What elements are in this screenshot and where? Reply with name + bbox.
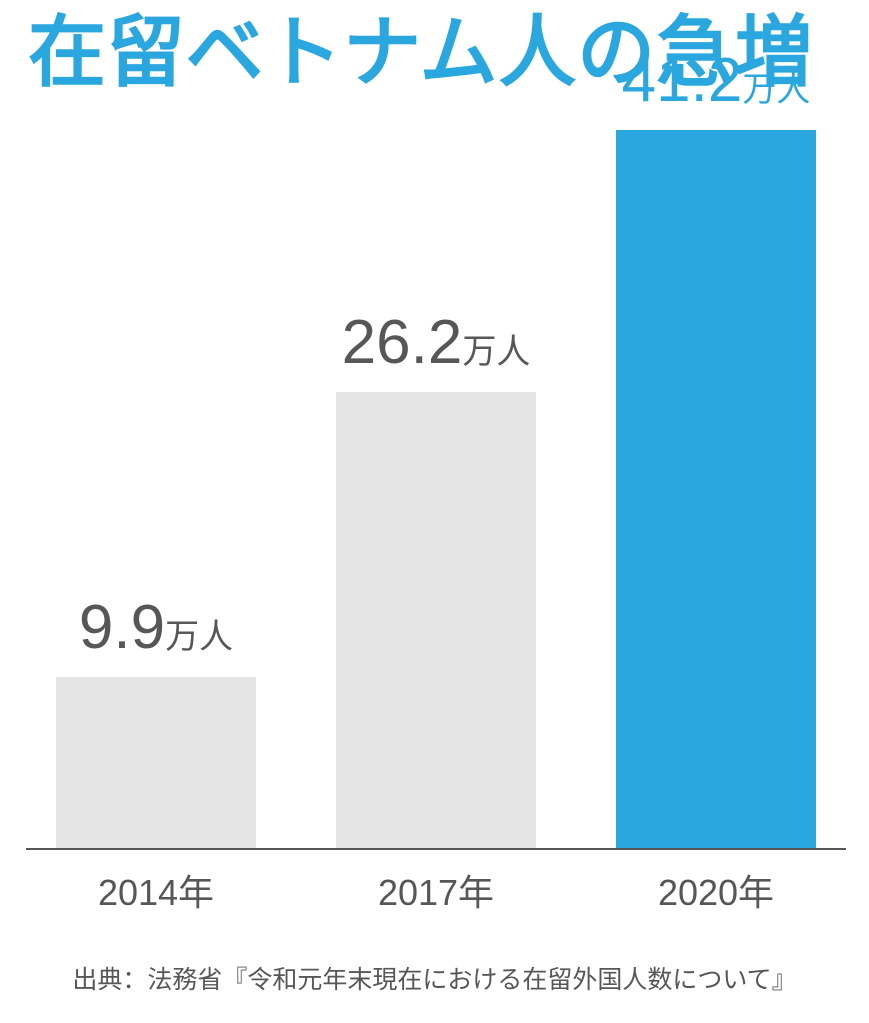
bar-2017 — [336, 392, 536, 850]
value-unit: 万人 — [165, 618, 233, 656]
source-citation: 出典：法務省『令和元年末現在における在留外国人数について』 — [0, 960, 869, 996]
value-label-2014: 9.9万人 — [16, 597, 296, 659]
bar-2020 — [616, 130, 816, 850]
category-label-2014: 2014年 — [56, 864, 256, 916]
category-axis: 2014年 2017年 2020年 — [26, 850, 846, 910]
category-label-2017: 2017年 — [336, 864, 536, 916]
value-unit: 万人 — [742, 71, 810, 109]
bar-chart: 9.9万人 26.2万人 41.2万人 — [26, 130, 846, 850]
value-label-2017: 26.2万人 — [296, 312, 576, 374]
value-unit: 万人 — [462, 333, 530, 371]
value-number: 9.9 — [79, 593, 165, 662]
category-label-2020: 2020年 — [616, 864, 816, 916]
value-label-2020: 41.2万人 — [576, 50, 856, 112]
value-number: 41.2 — [622, 46, 743, 115]
chart-area: 9.9万人 26.2万人 41.2万人 2014年 2017年 2020年 — [26, 130, 846, 910]
bar-2014 — [56, 677, 256, 850]
value-number: 26.2 — [342, 308, 463, 377]
